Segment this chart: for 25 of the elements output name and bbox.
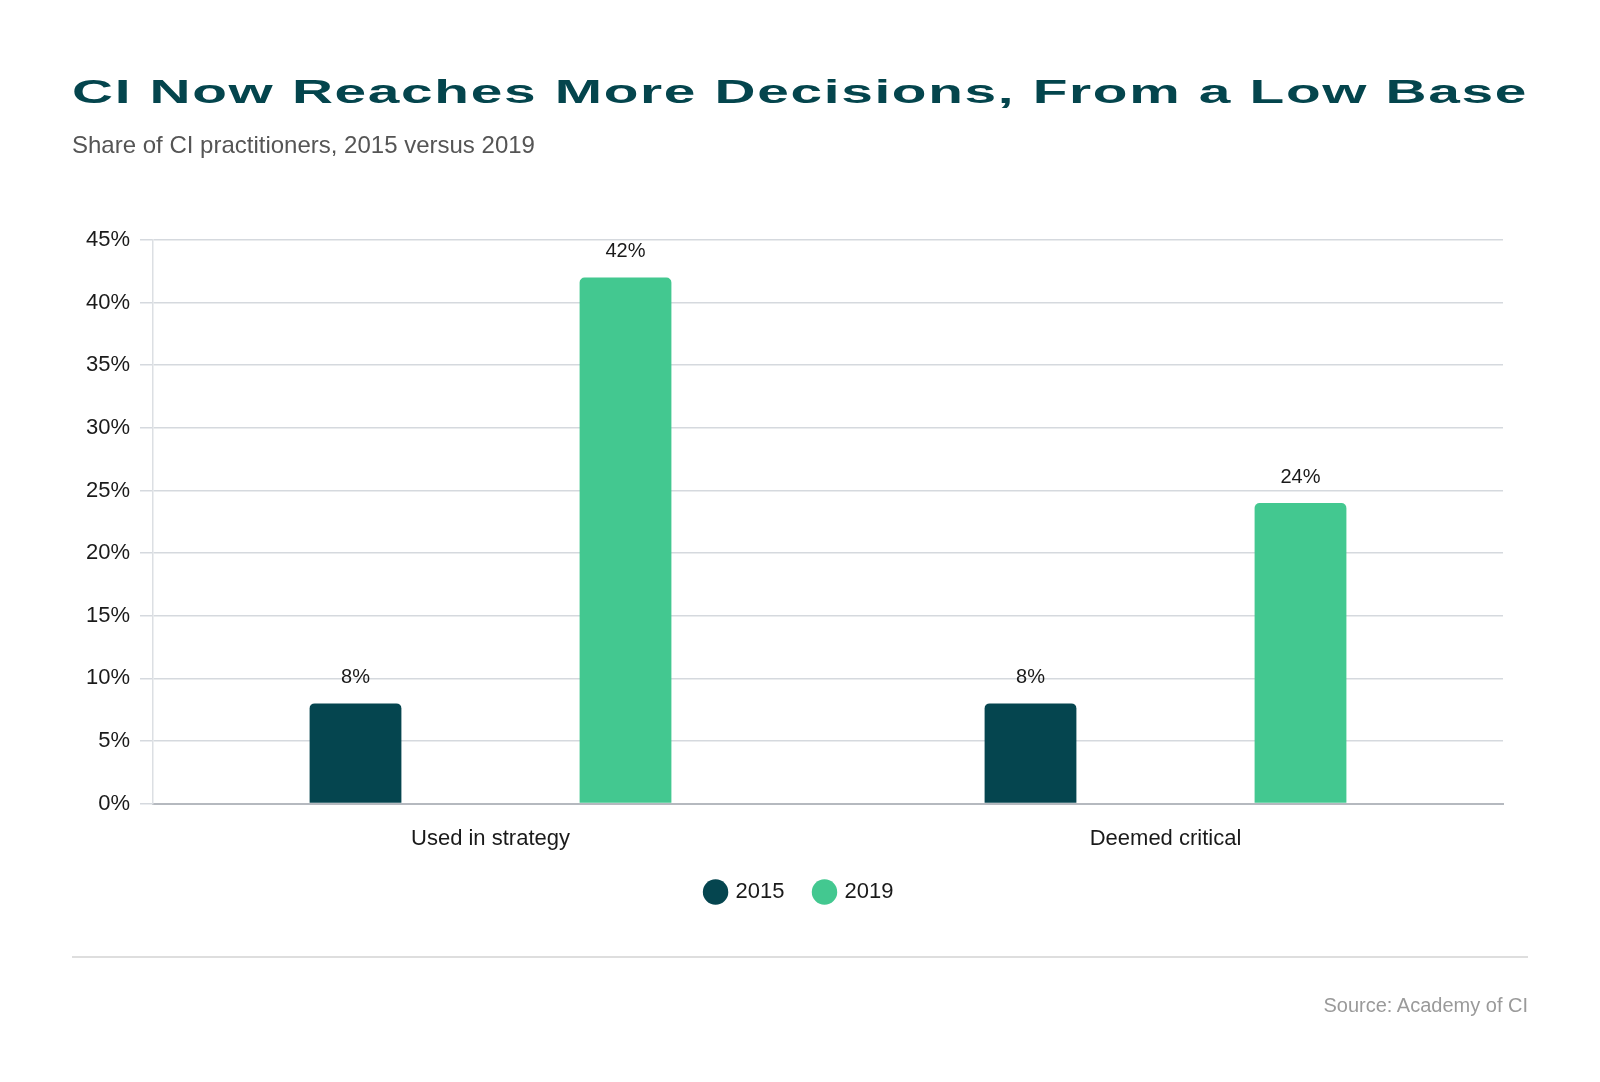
y-tick-label: 20%: [85, 539, 130, 565]
x-tick-label: Deemed critical: [1089, 824, 1242, 850]
x-tick-label: Used in strategy: [411, 824, 570, 850]
bar: [984, 703, 1077, 803]
bar: [309, 703, 402, 803]
bar: [1254, 503, 1347, 803]
y-tick-label: 30%: [85, 413, 130, 439]
legend-label: 2019: [844, 878, 894, 904]
data-label: 24%: [1280, 464, 1321, 487]
y-tick-label: 0%: [98, 789, 130, 815]
y-tick-label: 15%: [85, 601, 130, 627]
y-tick-label: 45%: [85, 226, 130, 252]
y-tick-label: 40%: [85, 288, 130, 314]
y-tick-label: 25%: [85, 476, 130, 502]
y-tick-label: 35%: [85, 351, 130, 377]
data-label: 42%: [605, 239, 646, 262]
source-note: Source: Academy of CI: [1323, 994, 1528, 1017]
data-label: 8%: [1016, 664, 1046, 687]
y-tick-label: 10%: [85, 664, 130, 690]
chart-title: CI Now Reaches More Decisions, From a Low Base: [72, 72, 1528, 112]
chart-subtitle: Share of CI practitioners, 2015 versus 2019: [72, 131, 535, 159]
data-label: 8%: [341, 664, 371, 687]
legend-label: 2015: [735, 878, 785, 904]
bar: [579, 277, 672, 803]
y-tick-label: 5%: [98, 727, 130, 753]
